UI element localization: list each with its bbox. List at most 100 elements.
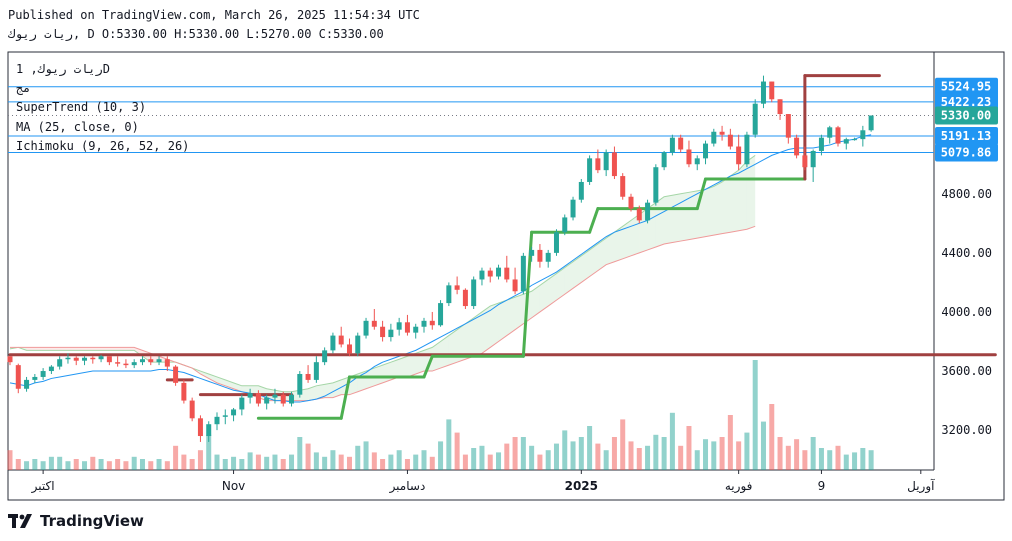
candle[interactable]: [578, 179, 584, 203]
candle[interactable]: [7, 356, 13, 366]
candle[interactable]: [197, 415, 203, 442]
candle[interactable]: [255, 390, 261, 407]
candle[interactable]: [562, 214, 568, 236]
candle[interactable]: [173, 365, 179, 386]
candle[interactable]: [603, 149, 609, 177]
candle[interactable]: [479, 267, 485, 286]
price-label[interactable]: 5330.00: [935, 106, 998, 125]
candle[interactable]: [206, 421, 212, 442]
candle[interactable]: [711, 128, 717, 147]
candle[interactable]: [280, 391, 286, 407]
candle[interactable]: [487, 267, 493, 283]
candle[interactable]: [413, 323, 419, 339]
candle[interactable]: [852, 137, 858, 141]
candle[interactable]: [32, 373, 38, 383]
legend-ma[interactable]: MA (25, close, 0): [16, 120, 139, 134]
legend-supertrend[interactable]: SuperTrend (10, 3): [16, 100, 147, 114]
candle[interactable]: [82, 356, 88, 366]
candle[interactable]: [396, 317, 402, 336]
candle[interactable]: [73, 356, 79, 366]
price-label[interactable]: 5524.95: [935, 77, 998, 96]
candle[interactable]: [868, 115, 874, 132]
candle[interactable]: [595, 149, 601, 174]
candle[interactable]: [686, 140, 692, 168]
candle[interactable]: [264, 394, 270, 410]
candle[interactable]: [785, 114, 791, 144]
candle[interactable]: [545, 249, 551, 268]
candle[interactable]: [404, 314, 410, 336]
candle[interactable]: [727, 128, 733, 150]
legend-ichimoku[interactable]: Ichimoku (9, 26, 52, 26): [16, 139, 190, 153]
candle[interactable]: [305, 365, 311, 383]
candle[interactable]: [669, 134, 675, 156]
candle[interactable]: [760, 75, 766, 109]
candle[interactable]: [827, 125, 833, 144]
candle[interactable]: [115, 356, 121, 367]
candle[interactable]: [504, 255, 510, 283]
candle[interactable]: [164, 356, 170, 372]
candle[interactable]: [313, 356, 319, 383]
candle[interactable]: [388, 323, 394, 342]
candle[interactable]: [529, 246, 535, 262]
candle[interactable]: [106, 356, 112, 366]
candle[interactable]: [653, 164, 659, 206]
candle[interactable]: [24, 376, 30, 392]
candle[interactable]: [628, 193, 634, 212]
candle[interactable]: [645, 199, 651, 224]
candle[interactable]: [471, 276, 477, 310]
candle[interactable]: [835, 125, 841, 147]
candle[interactable]: [620, 173, 626, 200]
candle[interactable]: [156, 356, 162, 366]
candle[interactable]: [330, 332, 336, 354]
candle[interactable]: [744, 131, 750, 168]
candle[interactable]: [57, 356, 63, 370]
candle[interactable]: [587, 155, 593, 185]
candle[interactable]: [297, 371, 303, 398]
candle[interactable]: [719, 125, 725, 141]
candle[interactable]: [40, 368, 46, 380]
candle[interactable]: [769, 81, 775, 103]
candle[interactable]: [818, 134, 824, 156]
candle[interactable]: [446, 282, 452, 307]
candle[interactable]: [520, 252, 526, 295]
candle[interactable]: [371, 309, 377, 330]
candle[interactable]: [231, 407, 237, 422]
candle[interactable]: [289, 391, 295, 407]
candle[interactable]: [794, 134, 800, 159]
candle[interactable]: [810, 149, 816, 182]
candle[interactable]: [346, 338, 352, 357]
candle[interactable]: [214, 412, 220, 431]
candle[interactable]: [678, 134, 684, 153]
price-label[interactable]: 5079.86: [935, 143, 998, 162]
candle[interactable]: [802, 146, 808, 171]
candle[interactable]: [553, 229, 559, 256]
candle[interactable]: [363, 317, 369, 339]
candle[interactable]: [247, 388, 253, 404]
candle[interactable]: [421, 317, 427, 333]
tradingview-logo[interactable]: TradingView: [8, 512, 144, 530]
candle[interactable]: [272, 388, 278, 404]
candle[interactable]: [661, 150, 667, 171]
candle[interactable]: [131, 359, 137, 369]
candle[interactable]: [322, 347, 328, 366]
candle[interactable]: [189, 397, 195, 422]
candle[interactable]: [181, 379, 187, 404]
candle[interactable]: [736, 134, 742, 171]
candle[interactable]: [636, 205, 642, 224]
candle[interactable]: [611, 146, 617, 180]
candle[interactable]: [148, 356, 154, 366]
candle[interactable]: [48, 365, 54, 374]
candle[interactable]: [338, 326, 344, 348]
price-label[interactable]: 5191.13: [935, 127, 998, 146]
candle[interactable]: [777, 99, 783, 120]
candle[interactable]: [90, 356, 96, 364]
candle[interactable]: [462, 288, 468, 310]
candle[interactable]: [496, 264, 502, 280]
candle[interactable]: [860, 125, 866, 147]
candle[interactable]: [123, 359, 129, 369]
candle[interactable]: [512, 267, 518, 295]
price-label[interactable]: 5422.23: [935, 92, 998, 111]
candle[interactable]: [694, 155, 700, 171]
candle[interactable]: [438, 300, 444, 327]
candle[interactable]: [15, 363, 21, 394]
